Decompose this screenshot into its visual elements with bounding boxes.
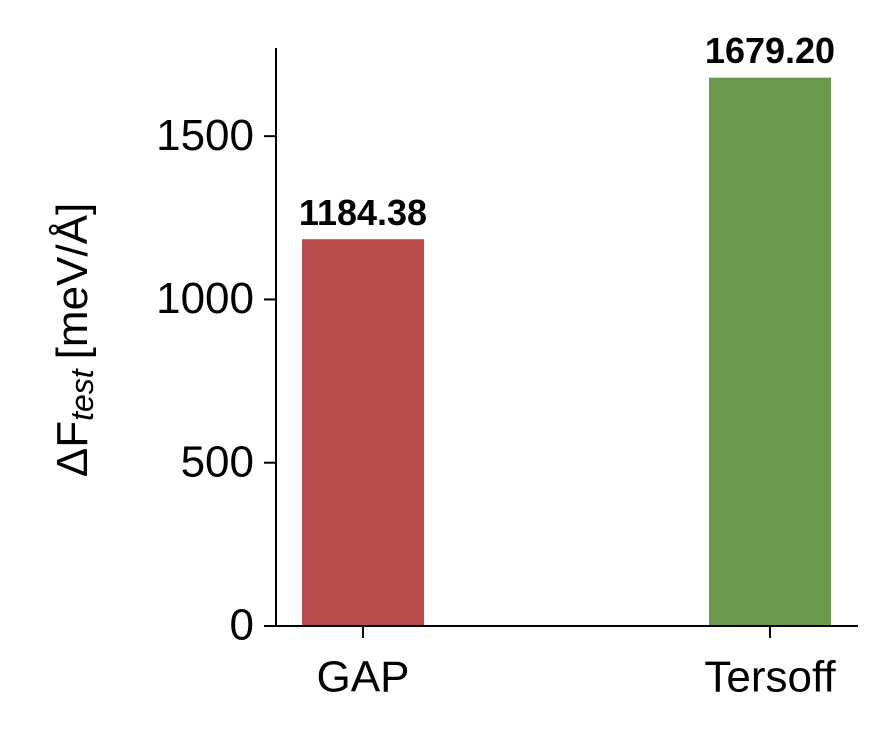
y-label-main: ΔF [48,421,97,477]
y-tick-label: 0 [230,601,254,650]
y-tick-label: 1000 [156,274,254,323]
y-label-unit: [meV/Å] [48,203,97,360]
y-axis-label: ΔFtest [meV/Å] [48,203,101,477]
value-label: 1679.20 [705,30,835,71]
bar [709,77,831,627]
bar [302,239,424,626]
y-label-sub: test [64,368,100,421]
value-label: 1184.38 [299,192,427,233]
x-tick-label: GAP [317,653,410,702]
x-tick-label: Tersoff [704,653,836,702]
y-tick-label: 1500 [156,111,254,160]
y-tick-label: 500 [181,437,254,486]
